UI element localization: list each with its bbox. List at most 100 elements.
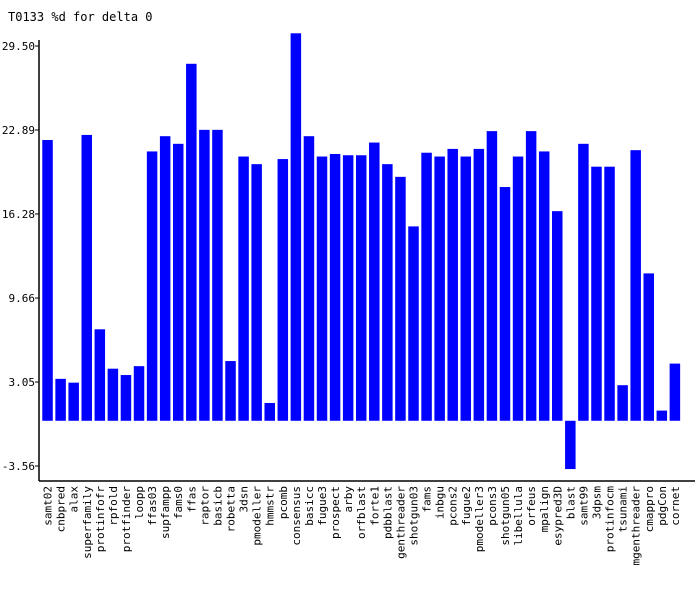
x-tick-label: pcons3 (486, 486, 499, 526)
x-tick-label: basicb (211, 486, 224, 526)
bar-pdgCon (656, 410, 668, 421)
x-tick-label: protinfocm (604, 486, 617, 553)
x-tick-label: forte1 (368, 486, 381, 526)
x-tick-label: hmmstr (264, 486, 277, 526)
y-tick-label: 22.89 (2, 124, 35, 137)
x-tick-label: supfampp (159, 486, 172, 539)
bar-fams0 (172, 143, 184, 421)
bar-supfampp (159, 136, 171, 421)
bar-3dpsm (591, 166, 602, 421)
x-tick-label: raptor (198, 486, 211, 526)
x-tick-label: 3dsn (238, 486, 251, 513)
x-tick-label: blast (564, 486, 577, 519)
bar-esypred3D (552, 211, 563, 421)
x-tick-label: loopp (133, 486, 146, 519)
bars (42, 33, 681, 470)
x-tick-label: pdbblast (381, 486, 394, 539)
bar-cornet (669, 363, 681, 421)
y-tick-label: 29.50 (2, 40, 35, 53)
x-tick-label: mpalign (538, 486, 551, 532)
bar-samt02 (42, 140, 53, 421)
x-tick-label: cnbpred (55, 486, 68, 532)
bar-shotgun05 (499, 187, 511, 421)
bar-pdbblast (382, 164, 393, 421)
x-tick-label: libellula (512, 486, 525, 546)
x-tick-label: protfinder (120, 486, 133, 553)
bar-protinfofr (94, 329, 106, 421)
bar-ffas (186, 63, 197, 421)
bar-loopp (133, 366, 145, 421)
x-tick-label: orfeus (525, 486, 538, 526)
x-tick-label: inbgu (434, 486, 447, 519)
x-tick-label: fugue2 (460, 486, 473, 526)
x-tick-label: robetta (225, 486, 238, 532)
x-tick-label: cmappro (643, 486, 656, 532)
bar-superfamily (81, 134, 92, 421)
y-tick-label: 9.66 (9, 292, 36, 305)
x-tick-label: esypred3D (551, 486, 564, 546)
x-tick-label: 3dpsm (590, 486, 603, 519)
bar-basicc (303, 136, 315, 421)
bar-alax (68, 382, 79, 421)
bar-pmodeller (251, 164, 262, 421)
x-tick-label: pmodeller3 (473, 486, 486, 552)
x-tick-label: arby (342, 486, 355, 513)
y-tick-label: 3.05 (9, 376, 36, 389)
bar-protfinder (120, 375, 132, 421)
x-tick-label: rpfold (107, 486, 120, 526)
bar-ffas03 (146, 151, 158, 421)
bar-3dsn (238, 156, 249, 421)
x-tick-label: pcons2 (447, 486, 460, 526)
x-tick-label: genthreader (394, 486, 407, 559)
x-tick-label: fugue3 (316, 486, 329, 526)
x-tick-label: ffas (185, 486, 198, 513)
x-tick-label: samt02 (42, 486, 55, 526)
y-axis: 29.50 22.89 16.28 9.66 3.05 -3.56 (2, 40, 40, 481)
bar-tsunami (617, 385, 628, 421)
bar-protinfocm (604, 166, 615, 421)
x-tick-label: ffas03 (146, 486, 159, 526)
bar-consensus (290, 33, 302, 421)
x-tick-label: fams (421, 486, 434, 513)
bar-blast (565, 420, 576, 470)
bar-rpfold (107, 368, 119, 421)
x-tick-label: fams0 (172, 486, 185, 519)
bar-mpalign (538, 151, 550, 421)
x-tick-label: cornet (669, 486, 682, 526)
x-tick-label: basicc (303, 486, 316, 526)
y-tick-label: 16.28 (2, 208, 35, 221)
chart-title: T0133 %d for delta 0 (8, 10, 153, 24)
x-tick-label: samt99 (577, 486, 590, 526)
x-tick-label: pcomb (277, 486, 290, 519)
x-tick-label: shotgun03 (408, 486, 421, 546)
y-tick-label: -3.56 (2, 460, 35, 473)
x-tick-label: pmodeller (251, 486, 264, 546)
x-tick-label: alax (68, 486, 81, 513)
bar-pmodeller3 (473, 148, 485, 421)
bar-mgenthreader (630, 150, 641, 421)
x-tick-label: consensus (290, 486, 303, 546)
bar-arby (342, 155, 354, 421)
bar-orfeus (525, 131, 537, 421)
bar-genthreader (395, 176, 406, 421)
x-tick-label: shotgun05 (499, 486, 512, 546)
bar-raptor (199, 129, 210, 421)
bar-basicb (212, 129, 223, 421)
bar-pcons2 (447, 148, 458, 421)
x-tick-label: mgenthreader (630, 486, 643, 566)
bar-inbgu (434, 156, 445, 421)
bar-fugue2 (460, 156, 472, 421)
bar-pcomb (277, 159, 289, 421)
bar-cmappro (643, 273, 654, 421)
bar-hmmstr (264, 402, 275, 421)
bar-libellula (512, 156, 524, 421)
bar-samt99 (578, 143, 589, 421)
x-tick-label: tsunami (617, 486, 630, 532)
x-tick-label: pdgCon (656, 486, 669, 526)
x-tick-label: protinfofr (94, 486, 107, 553)
x-tick-label: superfamily (81, 486, 94, 559)
bar-pcons3 (486, 131, 498, 421)
bar-cnbpred (55, 378, 66, 421)
bar-prospect (329, 153, 341, 421)
